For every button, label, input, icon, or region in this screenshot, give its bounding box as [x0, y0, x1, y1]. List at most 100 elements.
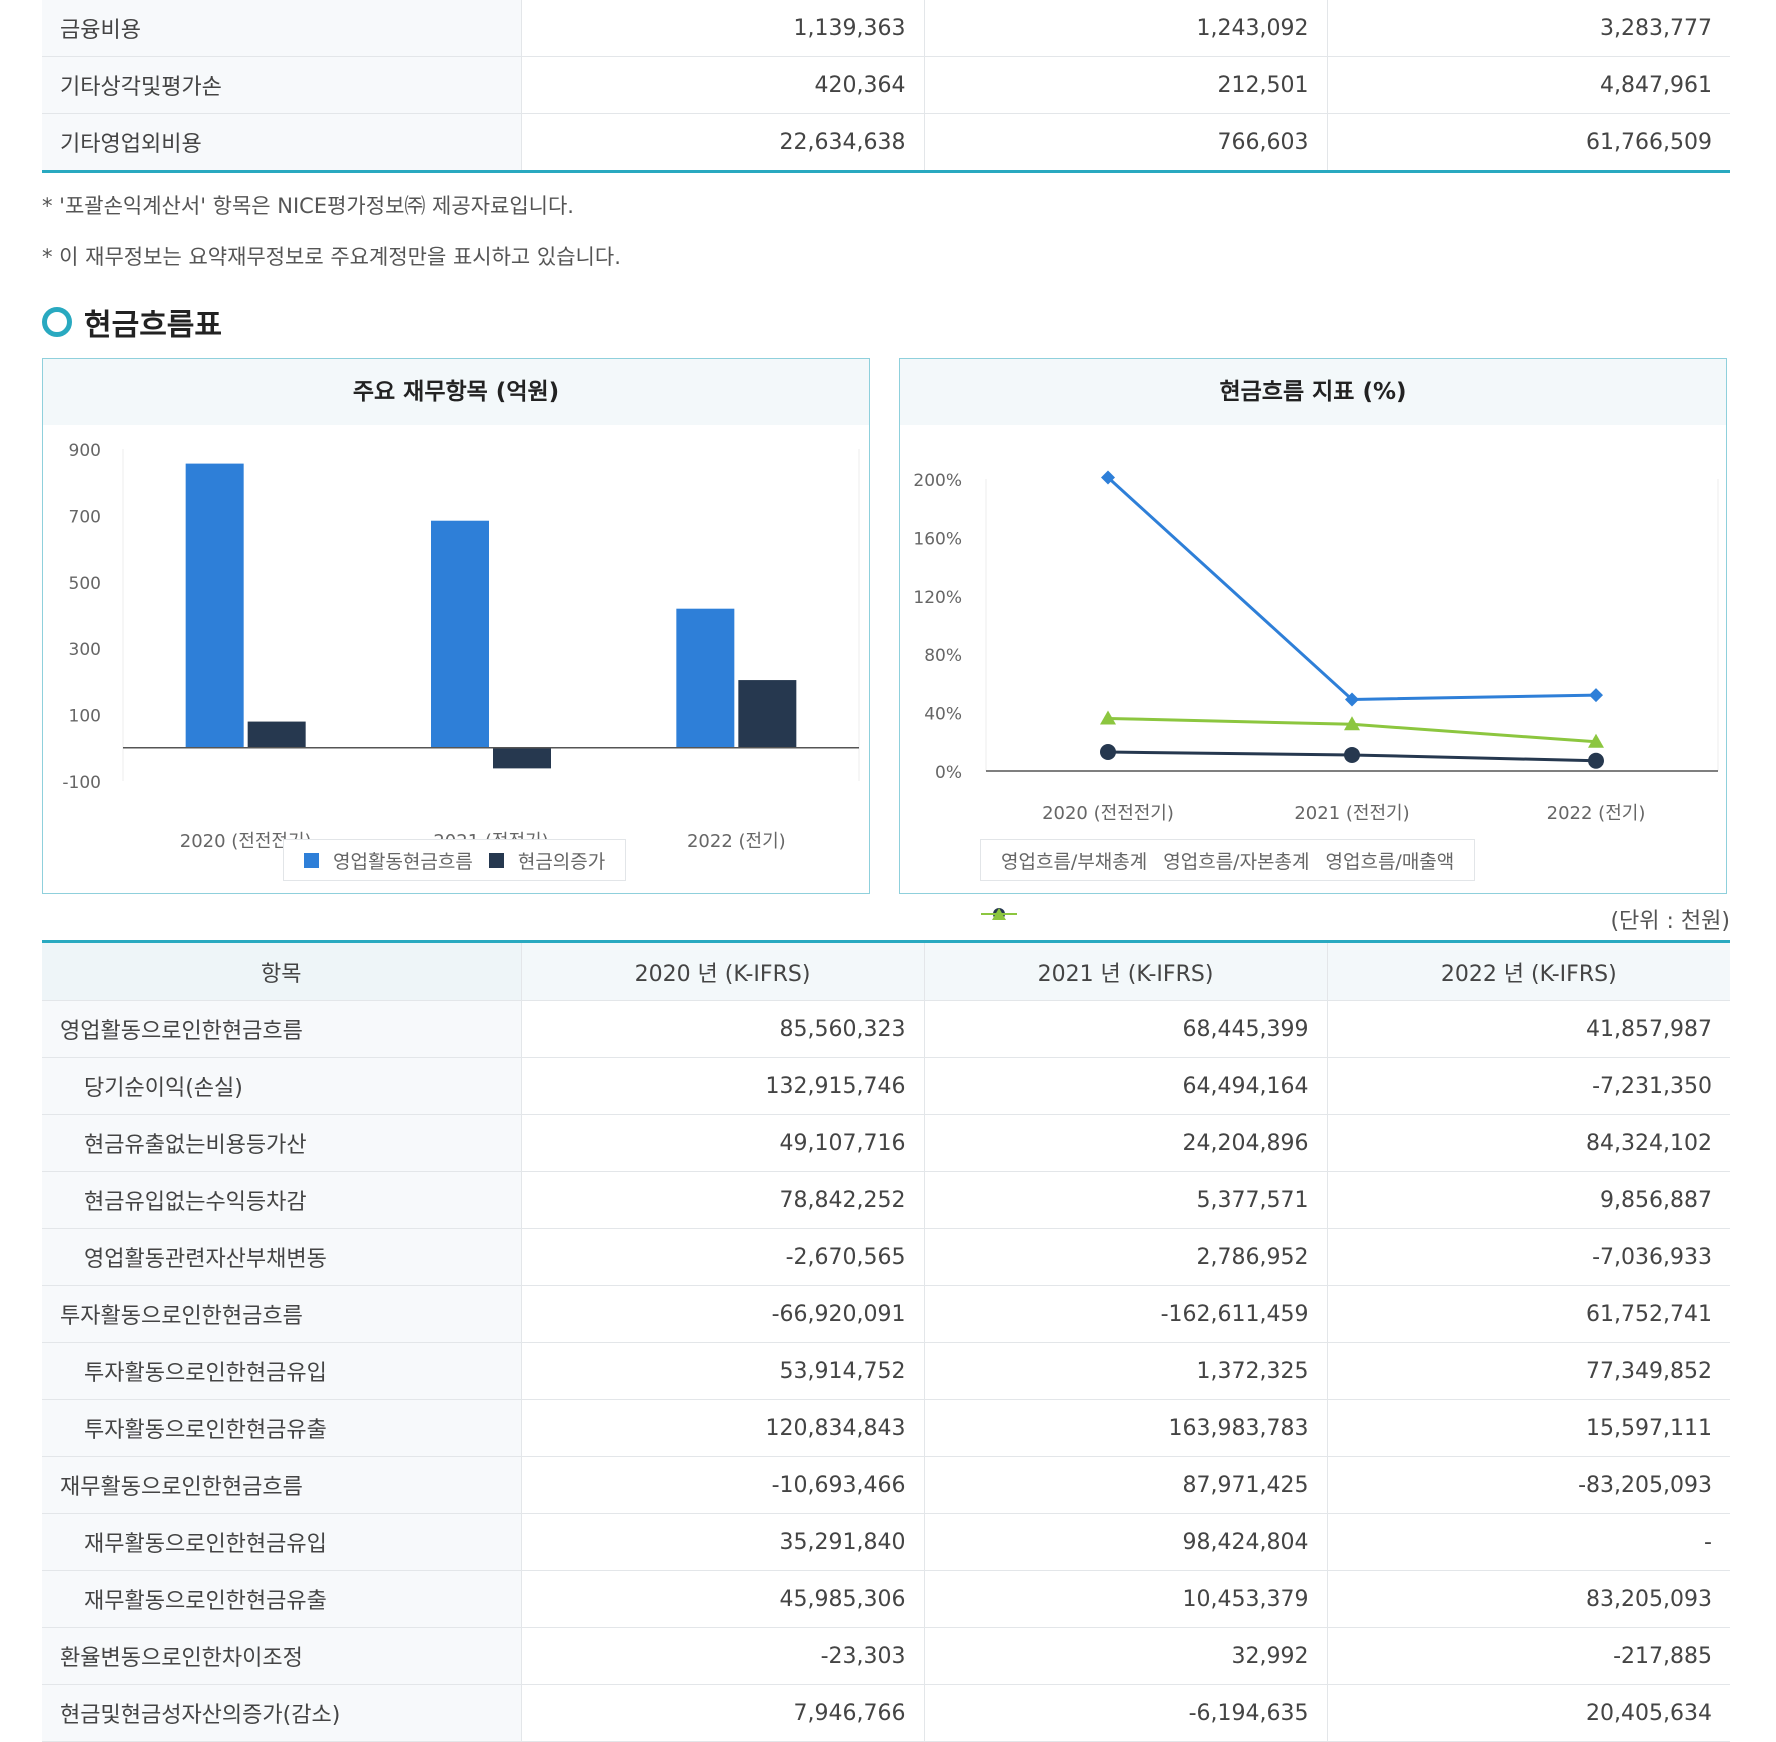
header-2022: 2022 년 (K-IFRS) — [1327, 940, 1730, 1001]
legend-swatch-cash-increase — [488, 852, 504, 868]
bar-chart-panel: 주요 재무항목 (억원) 900 700 500 300 100 -100 2020 (전전… — [42, 358, 870, 894]
value-2021: 68,445,399 — [924, 1000, 1328, 1058]
y-tick-label: 500 — [69, 574, 101, 594]
x-tick-label: 2022 (전기) — [687, 831, 786, 852]
income-statement-table: 금융비용 1,139,363 1,243,092 3,283,777 기타상각및평가손 4… — [42, 0, 1730, 173]
value-2021: 32,992 — [924, 1627, 1328, 1685]
value-2022: -7,036,933 — [1327, 1228, 1730, 1286]
value-2021: 212,501 — [924, 56, 1328, 114]
table-row: 투자활동으로인한현금흐름 -66,920,091 -162,611,459 61,75… — [42, 1285, 1730, 1343]
value-2021: 87,971,425 — [924, 1456, 1328, 1514]
value-2020: 132,915,746 — [521, 1057, 925, 1115]
footnote-source: * '포괄손익계산서' 항목은 NICE평가정보㈜ 제공자료입니다. — [42, 194, 574, 218]
value-2020: 7,946,766 — [521, 1684, 925, 1742]
header-2021: 2021 년 (K-IFRS) — [924, 940, 1328, 1001]
value-2021: -162,611,459 — [924, 1285, 1328, 1343]
legend-item-operating-cf[interactable]: 영업활동현금흐름 — [304, 847, 473, 874]
value-2022: 9,856,887 — [1327, 1171, 1730, 1229]
bar-cash-increase-2022[interactable] — [738, 680, 797, 748]
value-2020: 120,834,843 — [521, 1399, 925, 1457]
value-2021: 163,983,783 — [924, 1399, 1328, 1457]
table-row: 기타영업외비용 22,634,638 766,603 61,766,509 — [42, 113, 1730, 173]
point-op-capital-2020[interactable] — [1100, 744, 1116, 761]
legend-label-op-debt: 영업흐름/부채총계 — [1001, 850, 1148, 873]
value-2020: 45,985,306 — [521, 1570, 925, 1628]
table-row: 환율변동으로인한차이조정 -23,303 32,992 -217,885 — [42, 1627, 1730, 1685]
value-2020: -10,693,466 — [521, 1456, 925, 1514]
bar-cash-increase-2021[interactable] — [493, 747, 551, 769]
table-row: 당기순이익(손실) 132,915,746 64,494,164 -7,231,350 — [42, 1057, 1730, 1115]
value-2022: -217,885 — [1327, 1627, 1730, 1685]
value-2020: 53,914,752 — [521, 1342, 925, 1400]
value-2021: 64,494,164 — [924, 1057, 1328, 1115]
row-label: 기타상각및평가손 — [42, 56, 522, 114]
point-op-debt-2020[interactable] — [1101, 470, 1115, 485]
table-row: 현금유입없는수익등차감 78,842,252 5,377,571 9,856,887 — [42, 1171, 1730, 1229]
value-2021: -6,194,635 — [924, 1684, 1328, 1742]
value-2020: 49,107,716 — [521, 1114, 925, 1172]
value-2021: 2,786,952 — [924, 1228, 1328, 1286]
series-line-op-debt — [1106, 476, 1597, 701]
table-row: 영업활동으로인한현금흐름 85,560,323 68,445,399 41,857,9… — [42, 1000, 1730, 1058]
point-op-capital-2022[interactable] — [1588, 752, 1604, 769]
row-label: 재무활동으로인한현금흐름 — [42, 1456, 522, 1514]
value-2022: 61,766,509 — [1327, 113, 1730, 173]
footnotes: * '포괄손익계산서' 항목은 NICE평가정보㈜ 제공자료입니다. * 이 재… — [42, 190, 621, 292]
y-tick-label: 80% — [924, 646, 962, 666]
row-label: 재무활동으로인한현금유출 — [42, 1570, 522, 1628]
line-chart-panel: 현금흐름 지표 (%) 200% 160% 120% 80% 40% 0% 2020 (전전… — [899, 358, 1727, 920]
row-label: 현금유입없는수익등차감 — [42, 1171, 522, 1229]
row-label: 투자활동으로인한현금유출 — [42, 1399, 522, 1457]
point-op-sales-2022[interactable] — [1588, 733, 1604, 748]
row-label: 현금유출없는비용등가산 — [42, 1114, 522, 1172]
line-chart: 200% 160% 120% 80% 40% 0% 2020 (전전전기) 2021 (전전기… — [913, 470, 1719, 824]
x-tick-label: 2021 (전전기) — [1294, 803, 1409, 824]
row-label: 영업활동관련자산부채변동 — [42, 1228, 522, 1286]
row-label: 금융비용 — [42, 0, 522, 57]
point-op-sales-2020[interactable] — [1100, 710, 1116, 725]
y-tick-label: 700 — [69, 507, 101, 527]
bar-operating-cf-2021[interactable] — [431, 520, 489, 748]
table-row: 현금및현금성자산의증가(감소) 7,946,766 -6,194,635 20,405… — [42, 1684, 1730, 1742]
value-2021: 1,372,325 — [924, 1342, 1328, 1400]
bar-chart-title: 주요 재무항목 (억원) — [43, 359, 869, 425]
table-row: 금융비용 1,139,363 1,243,092 3,283,777 — [42, 0, 1730, 57]
value-2021: 5,377,571 — [924, 1171, 1328, 1229]
bar-operating-cf-2022[interactable] — [676, 608, 735, 748]
table-row: 재무활동으로인한현금흐름 -10,693,466 87,971,425 -83,205… — [42, 1456, 1730, 1514]
unit-label: (단위 : 천원) — [1610, 909, 1730, 934]
y-tick-label: 40% — [924, 705, 962, 725]
legend-item-cash-increase[interactable]: 현금의증가 — [488, 847, 606, 874]
value-2021: 1,243,092 — [924, 0, 1328, 57]
legend-label-cash-increase: 현금의증가 — [517, 850, 606, 873]
point-op-debt-2021[interactable] — [1345, 692, 1359, 707]
legend-item-op-debt[interactable]: 영업흐름/부채총계 — [981, 847, 1148, 920]
value-2022: 61,752,741 — [1327, 1285, 1730, 1343]
bar-cash-increase-2020[interactable] — [247, 721, 306, 748]
point-op-debt-2022[interactable] — [1589, 688, 1603, 703]
row-label: 투자활동으로인한현금유입 — [42, 1342, 522, 1400]
value-2022: 77,349,852 — [1327, 1342, 1730, 1400]
value-2021: 766,603 — [924, 113, 1328, 173]
y-tick-label: 300 — [69, 640, 101, 660]
row-label: 환율변동으로인한차이조정 — [42, 1627, 522, 1685]
legend-item-op-capital[interactable]: 영업흐름/자본총계 — [981, 847, 1310, 920]
value-2021: 10,453,379 — [924, 1570, 1328, 1628]
table-row: 재무활동으로인한현금유출 45,985,306 10,453,379 83,205,0… — [42, 1570, 1730, 1628]
legend-item-op-sales[interactable]: 영업흐름/매출액 — [981, 847, 1454, 920]
point-op-capital-2021[interactable] — [1344, 746, 1360, 763]
value-2022: 41,857,987 — [1327, 1000, 1730, 1058]
value-2021: 98,424,804 — [924, 1513, 1328, 1571]
value-2020: -23,303 — [521, 1627, 925, 1685]
y-tick-label: 160% — [913, 529, 962, 549]
bar-operating-cf-2020[interactable] — [185, 463, 244, 748]
circle-bullet-icon — [42, 307, 72, 337]
table-row: 투자활동으로인한현금유입 53,914,752 1,372,325 77,349,85… — [42, 1342, 1730, 1400]
table-row: 영업활동관련자산부채변동 -2,670,565 2,786,952 -7,036,93… — [42, 1228, 1730, 1286]
value-2022: 4,847,961 — [1327, 56, 1730, 114]
row-label: 기타영업외비용 — [42, 113, 522, 173]
row-label: 영업활동으로인한현금흐름 — [42, 1000, 522, 1058]
y-tick-label: 100 — [69, 707, 101, 727]
point-op-sales-2021[interactable] — [1344, 716, 1360, 731]
